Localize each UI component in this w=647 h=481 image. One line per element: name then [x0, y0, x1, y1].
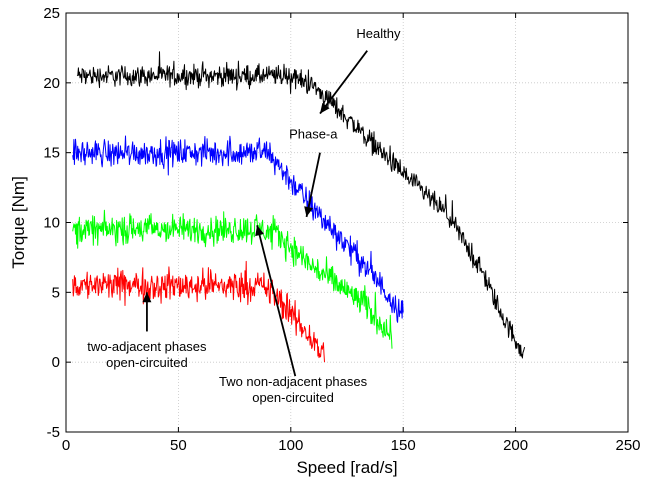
x-tick-label: 0 [62, 437, 70, 454]
annotation-label-line: Two non-adjacent phases [219, 374, 368, 389]
annotation-arrowhead [142, 292, 152, 303]
annotation-label-line: two-adjacent phases [87, 339, 207, 354]
annotation-label-line: Healthy [356, 26, 401, 41]
x-tick-label: 150 [391, 437, 416, 454]
series-group [72, 51, 526, 363]
y-axis-title: Torque [Nm] [9, 176, 28, 269]
annotation-label-line: Phase-a [289, 127, 338, 142]
annotation-label-line: open-circuited [106, 355, 188, 370]
x-tick-label: 100 [278, 437, 303, 454]
y-tick-label: 20 [43, 75, 60, 92]
y-tick-label: 25 [43, 5, 60, 22]
annotation-arrow-line [305, 152, 321, 218]
annotation-label: two-adjacent phases open-circuited [87, 339, 207, 370]
y-tick-label: 15 [43, 145, 60, 162]
series-1-line [72, 135, 404, 323]
annotation-arrow-line [319, 50, 368, 115]
y-tick-label: -5 [47, 424, 60, 441]
series-2-line [72, 209, 393, 349]
series-3-line [72, 260, 325, 363]
annotation-arrow-line [256, 225, 297, 377]
x-tick-label: 50 [170, 437, 187, 454]
x-tick-label: 250 [615, 437, 640, 454]
annotation-arrowhead [320, 102, 330, 114]
annotation-label-line: open-circuited [252, 390, 334, 405]
annotation-arrowhead [304, 206, 313, 217]
series-0-line [76, 51, 526, 359]
y-tick-label: 0 [52, 354, 60, 371]
y-tick-label: 10 [43, 215, 60, 232]
annotation-label: Healthy [356, 26, 401, 41]
annotation-label: Two non-adjacent phases open-circuited [219, 374, 368, 405]
x-tick-label: 200 [503, 437, 528, 454]
annotation-label: Phase-a [289, 127, 338, 142]
y-tick-label: 5 [52, 284, 60, 301]
annotation-arrowhead [255, 225, 264, 237]
x-axis-title: Speed [rad/s] [296, 458, 397, 477]
